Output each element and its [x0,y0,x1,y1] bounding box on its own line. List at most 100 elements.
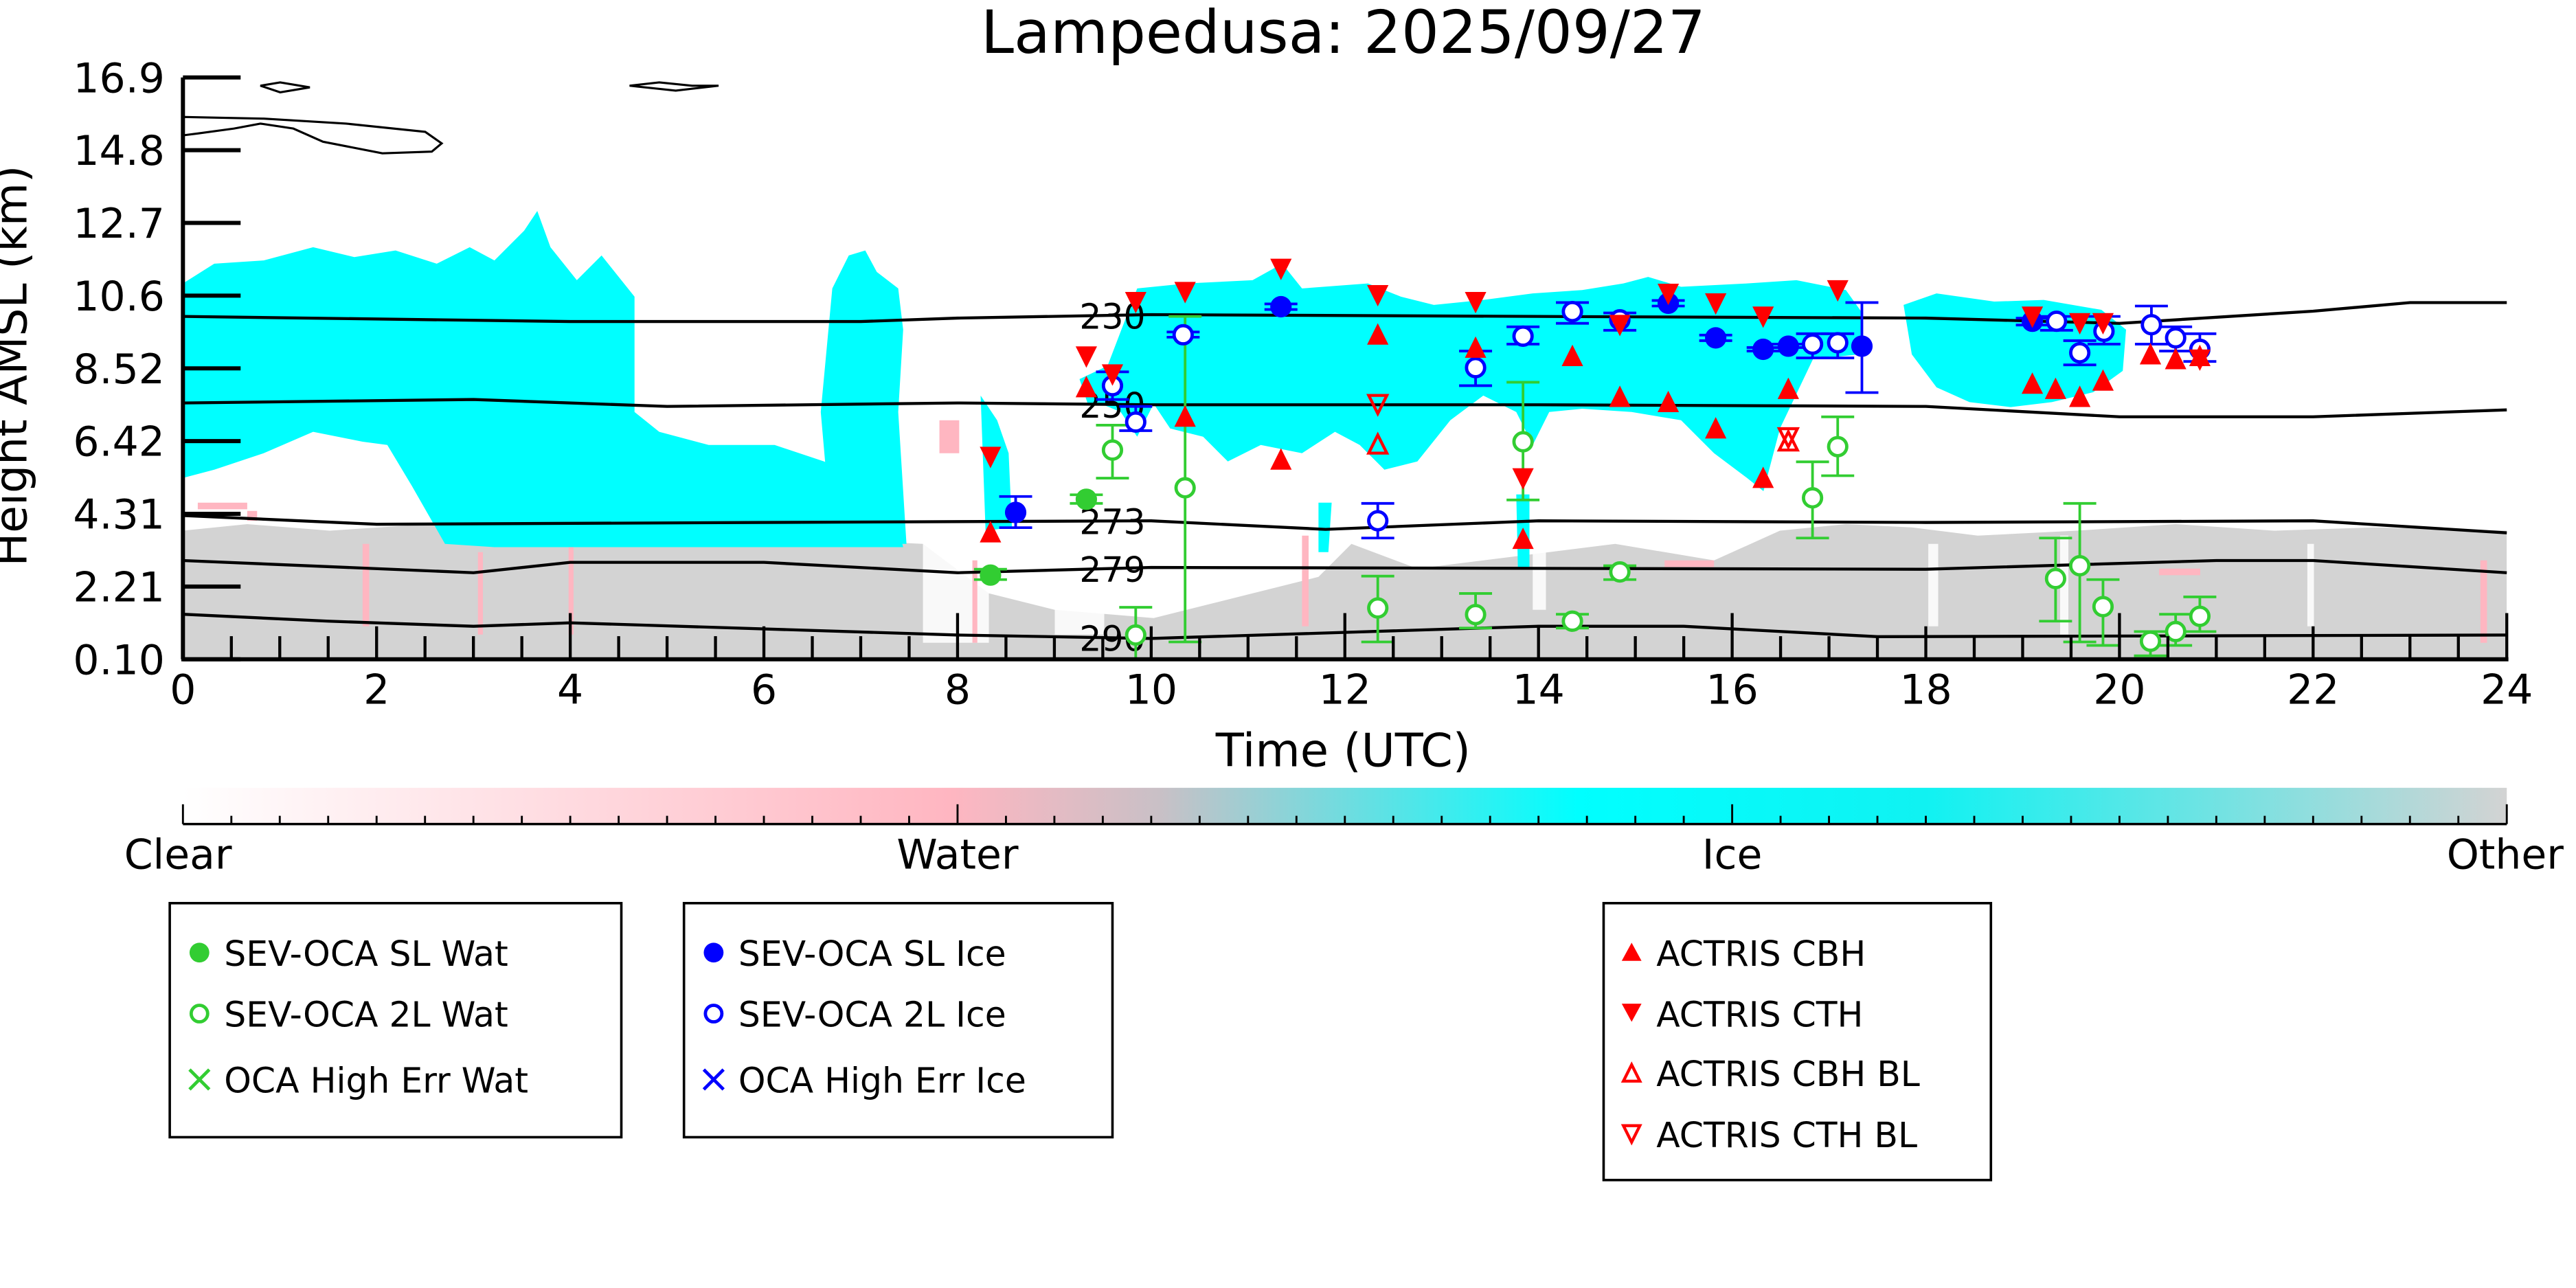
sev-oca-2l-wat-point [1174,477,1196,499]
actris-cth-point [1512,468,1534,490]
legend-label-higherr-ice: OCA High Err Ice [738,1061,1026,1101]
actris-cth-point [1752,306,1774,328]
legend-marker-sl-wat [189,942,210,963]
legend-marker-cth-bl [1620,1124,1642,1146]
actris-cbh-point [1561,344,1583,366]
sev-oca-2l-wat-point [1101,439,1124,461]
sev-oca-2l-wat-point [1827,436,1849,457]
sev-oca-2l-wat-point [2189,605,2211,627]
legend-label-cth: ACTRIS CTH [1656,995,1863,1035]
actris-cbh-point [1075,376,1098,398]
colorbar-label-water: Water [896,831,1019,879]
legend-marker-higherr-wat [188,1068,211,1091]
ice-region-4 [1079,263,1863,491]
sev-oca-sl-ice-point [1752,338,1774,361]
x-tick-label: 24 [2481,666,2533,714]
y-ticks: 0.10 2.21 4.31 6.42 8.52 10.6 12.7 14.8 16.9 [73,54,241,684]
actris-cbh-point [1367,323,1389,345]
sev-oca-2l-wat-point [1609,561,1631,583]
isotherm-279 [183,558,2507,574]
chart-title: Lampedusa: 2025/09/27 [981,0,1706,67]
sev-oca-2l-ice-point [1561,300,1583,323]
actris-cbh-point [2021,372,2044,394]
x-tick-label: 16 [1706,666,1758,714]
sev-oca-2l-ice-point [1367,510,1389,532]
actris-cth-point [1101,364,1124,386]
actris-cbh-point [1777,377,1799,399]
actris-cbh-point [1270,448,1292,470]
actris-cth-point [1609,315,1631,337]
actris-cth-point [1465,292,1487,314]
legend-ice: SEV-OCA SL Ice SEV-OCA 2L Ice OCA High E… [682,901,1114,1139]
legend-label-2l-ice: SEV-OCA 2L Ice [738,995,1006,1035]
other-region [183,523,2507,659]
actris-cbh-point [1657,390,1680,413]
y-axis-label: Height AMSL (km) [0,166,37,567]
legend-label-cbh: ACTRIS CBH [1656,934,1866,974]
x-tick-label: 8 [945,666,971,714]
x-tick-label: 22 [2287,666,2339,714]
sev-oca-sl-ice-point [1705,327,1727,349]
sev-oca-2l-ice-point [1827,332,1849,354]
x-axis-label: Time (UTC) [1215,724,1471,778]
sev-oca-2l-ice-point [2165,327,2187,349]
actris-cth-point [2021,306,2044,328]
sev-oca-2l-wat-point [2044,567,2066,589]
actris-cth-point [1075,346,1098,368]
actris-cbh-point [1609,385,1631,407]
x-tick-label: 0 [170,666,196,714]
legend-marker-cbh [1621,942,1642,961]
legend-marker-higherr-ice [702,1068,725,1091]
actris-cth-point [2092,313,2114,335]
actris-cth-point [2069,313,2091,335]
actris-cbh-point [2139,343,2162,365]
sev-oca-2l-wat-point [1367,597,1389,619]
ice-region-1 [183,211,903,547]
sev-oca-sl-ice-point [1270,295,1292,318]
sev-oca-2l-wat-point [1512,431,1534,453]
data-points [973,258,2217,661]
legend-marker-sl-ice [703,942,724,963]
y-tick-label: 12.7 [73,200,165,248]
legend-marker-2l-ice [703,1004,724,1024]
actris-cth-point [1367,284,1389,307]
sev-oca-2l-ice-point [1172,324,1194,346]
classification-field [183,211,2507,659]
legend-label-sl-ice: SEV-OCA SL Ice [738,934,1006,974]
sev-oca-2l-ice-point [2069,341,2091,364]
sev-oca-2l-wat-point [2092,596,2114,618]
sev-oca-2l-ice-point [2140,314,2162,336]
actris-cth-point [1270,258,1292,280]
actris-cbh-point [1465,336,1487,358]
actris-cbh-bl-point [1366,431,1390,455]
colorbar-label-other: Other [2447,831,2564,879]
actris-cth-bl-point [1776,427,1800,451]
sev-oca-2l-wat-point [1125,624,1146,646]
legend-label-higherr-wat: OCA High Err Wat [224,1061,528,1101]
legend-actris: ACTRIS CBH ACTRIS CTH ACTRIS CBH BL ACTR… [1602,901,1993,1182]
ice-region-2 [820,250,907,544]
sev-oca-2l-wat-point [2069,554,2091,577]
sev-oca-2l-ice-point [2046,310,2068,332]
actris-cbh-point [1752,466,1774,488]
actris-cth-point [2189,349,2211,371]
actris-cth-point [1657,283,1680,306]
y-tick-label: 10.6 [73,273,165,321]
actris-cbh-point [2069,385,2091,407]
actris-cbh-point [1705,417,1727,439]
actris-cth-bl-point [1366,394,1390,417]
legend-marker-2l-wat [189,1004,210,1024]
actris-cbh-point [1174,405,1196,427]
x-tick-label: 14 [1513,666,1565,714]
sev-oca-2l-ice-point [1512,325,1534,347]
y-tick-label: 4.31 [73,491,165,539]
x-tick-label: 18 [1899,666,1952,714]
isotherm-label-279: 279 [1079,550,1145,590]
actris-cth-point [1174,282,1196,304]
y-tick-label: 2.21 [73,563,165,611]
x-tick-label: 6 [751,666,777,714]
sev-oca-sl-ice-point [1777,335,1799,357]
x-tick-label: 20 [2093,666,2145,714]
